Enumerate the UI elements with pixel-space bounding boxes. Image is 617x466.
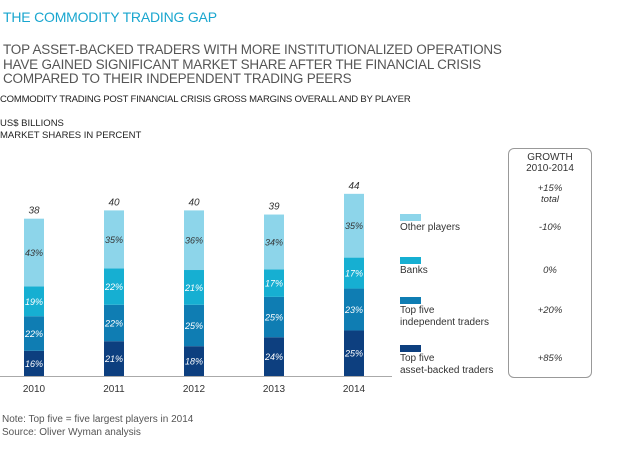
segment-label: 24% xyxy=(264,352,283,362)
total-label: 38 xyxy=(28,206,40,217)
segment-label: 34% xyxy=(265,237,283,247)
growth-asset-backed-traders: +85% xyxy=(537,353,563,364)
bar-segment xyxy=(24,316,44,351)
bar-segment xyxy=(264,214,284,270)
growth-independent-traders: +20% xyxy=(537,305,563,316)
bar-segment xyxy=(344,257,364,289)
bar-segment xyxy=(24,350,44,376)
segment-label: 25% xyxy=(344,349,363,359)
subtitle-line: HAVE GAINED SIGNIFICANT MARKET SHARE AFT… xyxy=(3,56,481,72)
bar-segment xyxy=(184,346,204,376)
legend-swatch-asset-backed-traders xyxy=(400,345,421,352)
bar-segment xyxy=(344,193,364,258)
bar-segment xyxy=(104,268,124,305)
legend-line: Top five xyxy=(400,353,435,364)
x-tick-label: 2014 xyxy=(343,384,366,395)
legend-swatch-other-players xyxy=(400,214,421,221)
segment-label: 35% xyxy=(345,221,363,231)
total-label: 44 xyxy=(348,181,360,192)
legend-line: Top five xyxy=(400,305,435,316)
bar-segment xyxy=(104,304,124,342)
legend-label-independent-traders: Top five independent traders xyxy=(400,305,489,329)
segment-label: 43% xyxy=(25,248,43,258)
bar-segment xyxy=(184,210,204,271)
bar-segment xyxy=(184,304,204,347)
bar-segment xyxy=(104,341,124,376)
units-share: MARKET SHARES IN PERCENT xyxy=(0,130,142,141)
x-tick-label: 2011 xyxy=(103,384,125,395)
units-label: US$ BILLIONS MARKET SHARES IN PERCENT xyxy=(0,118,141,142)
segment-label: 21% xyxy=(104,354,123,364)
segment-label: 17% xyxy=(265,279,283,289)
total-label: 40 xyxy=(188,197,200,208)
bar-segment xyxy=(264,337,284,376)
x-tick-label: 2010 xyxy=(23,384,46,395)
growth-header: GROWTH 2010-2014 xyxy=(508,152,592,174)
segment-label: 16% xyxy=(25,359,43,369)
page-title: THE COMMODITY TRADING GAP xyxy=(3,9,217,25)
growth-total-label: total xyxy=(541,194,559,205)
segment-label: 23% xyxy=(344,305,363,315)
segment-label: 25% xyxy=(264,313,283,323)
bar-segment xyxy=(184,270,204,305)
segment-label: 36% xyxy=(185,236,203,246)
segment-label: 22% xyxy=(104,319,123,329)
growth-header-line: GROWTH xyxy=(527,152,573,163)
segment-label: 22% xyxy=(24,329,43,339)
bar-segment xyxy=(264,269,284,297)
growth-total-value: +15% xyxy=(537,183,563,194)
x-tick-label: 2013 xyxy=(263,384,286,395)
footer: Note: Top five = five largest players in… xyxy=(2,413,193,439)
units-currency: US$ BILLIONS xyxy=(0,118,64,129)
bar-segment xyxy=(344,288,364,331)
legend-label-other-players: Other players xyxy=(400,222,461,233)
total-label: 39 xyxy=(268,202,280,213)
legend-line: independent traders xyxy=(400,317,489,328)
legend-label-asset-backed-traders: Top five asset-backed traders xyxy=(400,353,493,377)
segment-label: 18% xyxy=(185,357,203,367)
growth-box xyxy=(508,148,592,378)
footer-source: Source: Oliver Wyman analysis xyxy=(2,427,141,438)
segment-label: 17% xyxy=(345,269,363,279)
growth-other-players: -10% xyxy=(538,222,562,233)
bar-segment xyxy=(24,286,44,317)
subtitle-line: TOP ASSET-BACKED TRADERS WITH MORE INSTI… xyxy=(3,42,502,57)
bar-segment xyxy=(104,210,124,269)
total-label: 40 xyxy=(108,197,120,208)
segment-label: 19% xyxy=(25,297,43,307)
bar-segment xyxy=(344,330,364,376)
legend-line: asset-backed traders xyxy=(400,365,494,376)
segment-label: 35% xyxy=(105,235,123,245)
chart-title: COMMODITY TRADING POST FINANCIAL CRISIS … xyxy=(0,94,411,105)
legend-label-banks: Banks xyxy=(400,265,428,276)
x-tick-label: 2012 xyxy=(183,384,206,395)
growth-banks: 0% xyxy=(543,265,557,276)
segment-label: 22% xyxy=(104,282,123,292)
subtitle: TOP ASSET-BACKED TRADERS WITH MORE INSTI… xyxy=(3,42,502,87)
segment-label: 21% xyxy=(184,283,203,293)
legend-swatch-banks xyxy=(400,257,421,264)
growth-header-line: 2010-2014 xyxy=(526,163,574,174)
legend-swatch-independent-traders xyxy=(400,297,421,304)
segment-label: 25% xyxy=(184,321,203,331)
bar-segment xyxy=(264,296,284,338)
bar-segment xyxy=(24,218,44,287)
subtitle-line: COMPARED TO THEIR INDEPENDENT TRADING PE… xyxy=(3,71,352,86)
footer-note: Note: Top five = five largest players in… xyxy=(2,414,194,425)
